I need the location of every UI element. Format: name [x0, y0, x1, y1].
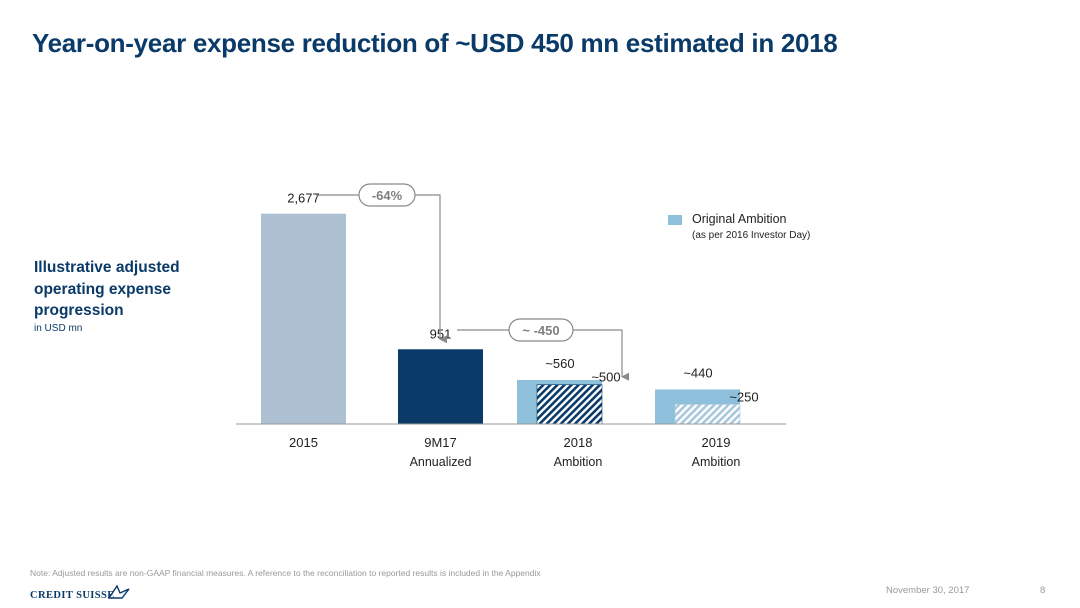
footnote: Note: Adjusted results are non-GAAP fina… — [30, 568, 541, 578]
change-pill-2 — [508, 318, 574, 342]
chart-description: Illustrative adjusted operating expense … — [34, 257, 234, 334]
category-label-2015: 2015 — [289, 435, 318, 450]
logo-wordmark: CREDIT SUISSE — [30, 590, 115, 601]
bar-ambition-2018 — [536, 384, 603, 425]
category-label-2019: 2019 — [702, 435, 731, 450]
value-label-2015: 2,677 — [287, 191, 320, 206]
value-label-original-2018: ~560 — [545, 356, 574, 371]
bar-ambition-2019 — [674, 404, 741, 425]
change-label-1: -64% — [372, 188, 403, 203]
change-label-2: ~ -450 — [522, 323, 559, 338]
change-arrow-1 — [316, 194, 447, 344]
value-label-2018: ~500 — [591, 370, 620, 385]
value-label-2019: ~250 — [729, 389, 758, 404]
chart-unit: in USD mn — [34, 322, 83, 334]
bar-2015 — [261, 213, 346, 424]
legend-sublabel: (as per 2016 Investor Day) — [692, 230, 811, 241]
chart-description-heading: Illustrative adjusted operating expense … — [34, 259, 180, 319]
page-number: 8 — [1040, 585, 1046, 596]
value-label-original-2019: ~440 — [683, 365, 712, 380]
page-title: Year-on-year expense reduction of ~USD 4… — [32, 28, 838, 58]
change-pill-1 — [358, 183, 416, 207]
category-sublabel-2019: Ambition — [692, 455, 741, 469]
category-sublabel-2018: Ambition — [554, 455, 603, 469]
category-label-9m17: 9M17 — [424, 435, 457, 450]
category-label-2018: 2018 — [564, 435, 593, 450]
bar-9m17 — [398, 349, 483, 424]
legend-label: Original Ambition — [692, 212, 787, 226]
sail-icon — [108, 585, 130, 599]
category-sublabel-9m17: Annualized — [410, 455, 472, 469]
credit-suisse-logo: CREDIT SUISSE — [30, 585, 130, 603]
presentation-date: November 30, 2017 — [886, 585, 970, 596]
legend-swatch-original-ambition — [668, 215, 682, 225]
